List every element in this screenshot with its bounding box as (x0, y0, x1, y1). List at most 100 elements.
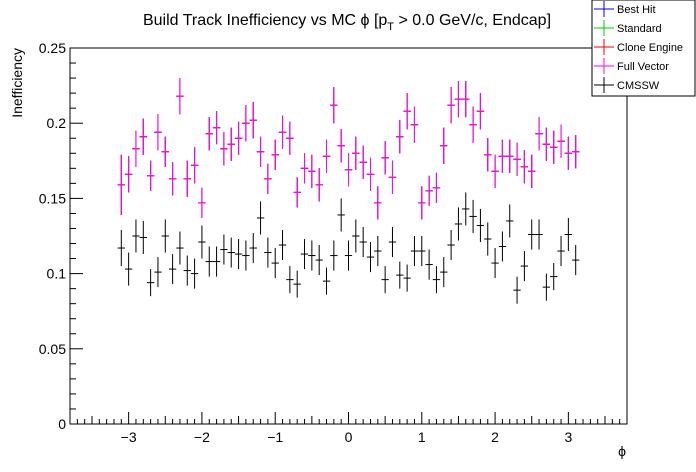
legend-entry: Full Vector (594, 58, 669, 74)
data-point (293, 270, 301, 298)
data-point (418, 236, 426, 267)
data-point (542, 127, 551, 161)
data-point (396, 120, 404, 154)
x-tick-label: 3 (564, 429, 572, 445)
data-point (124, 156, 133, 193)
data-point (256, 136, 265, 167)
data-point (161, 136, 169, 167)
data-point (315, 245, 323, 276)
data-point (447, 87, 455, 124)
error-bars (117, 78, 580, 304)
data-point (520, 251, 529, 282)
data-point (454, 81, 463, 118)
data-point (176, 231, 184, 265)
data-point (300, 153, 309, 184)
data-point (330, 87, 338, 124)
legend-box (591, 0, 696, 97)
data-point (469, 199, 477, 233)
data-point (469, 106, 477, 143)
data-point (286, 266, 294, 294)
data-point (506, 139, 514, 173)
data-point (476, 208, 485, 243)
data-point (381, 266, 389, 294)
data-point (322, 267, 331, 295)
data-point (550, 130, 558, 164)
data-point (190, 258, 199, 289)
data-point (117, 154, 125, 215)
data-point (322, 139, 331, 173)
data-point (264, 237, 272, 268)
data-point (308, 240, 316, 271)
x-tick-label: −2 (194, 429, 210, 445)
data-point (234, 121, 243, 155)
y-tick-label: 0.15 (39, 190, 66, 206)
data-point (432, 172, 441, 203)
data-point (146, 160, 155, 191)
data-point (337, 198, 345, 232)
data-point (161, 219, 169, 253)
data-point (462, 81, 470, 118)
series-full-vector (117, 78, 580, 220)
axis-ticks: −3 −2 −1 0 1 2 3 0 0.05 0.1 0.15 0.2 0.25 (39, 40, 621, 445)
data-point (542, 273, 551, 301)
legend-entry: Clone Engine (594, 39, 683, 55)
data-point (557, 124, 565, 158)
x-tick-label: 0 (345, 429, 353, 445)
y-axis-label: Inefficiency (9, 48, 25, 118)
data-point (484, 222, 492, 256)
data-point (308, 154, 316, 188)
data-point (278, 229, 287, 261)
data-point (198, 225, 206, 259)
data-point (513, 276, 521, 304)
data-point (315, 168, 323, 202)
data-point (388, 160, 397, 194)
data-point (476, 93, 485, 130)
data-point (132, 130, 140, 167)
data-point (506, 204, 514, 238)
data-point (117, 229, 125, 267)
data-point (374, 236, 382, 267)
data-point (176, 78, 184, 115)
data-point (535, 219, 543, 250)
data-point (498, 139, 507, 173)
data-point (168, 254, 177, 285)
series-cmssw (117, 192, 580, 304)
data-point (154, 114, 162, 151)
data-point (132, 219, 140, 253)
data-point (418, 186, 426, 220)
data-point (234, 239, 243, 270)
data-point (564, 217, 573, 252)
chart-title-rest: > 0.0 GeV/c, Endcap] (394, 12, 551, 29)
data-point (462, 192, 470, 226)
data-point (330, 240, 338, 271)
data-point (491, 248, 499, 279)
data-point (183, 255, 191, 286)
data-point (535, 117, 543, 151)
data-point (212, 246, 221, 277)
data-point (498, 231, 507, 262)
y-tick-label: 0.25 (39, 40, 66, 56)
legend-entry: CMSSW (594, 77, 660, 93)
data-point (359, 145, 367, 179)
data-point (227, 237, 235, 268)
legend-label: Full Vector (617, 61, 669, 73)
data-point (205, 117, 213, 151)
data-point (491, 154, 499, 188)
data-point (344, 240, 353, 271)
x-axis-label: ϕ (618, 443, 626, 459)
data-point (124, 252, 133, 286)
data-point (564, 136, 573, 170)
data-point (410, 236, 419, 267)
data-point (374, 186, 382, 220)
data-point (190, 147, 199, 184)
data-point (220, 132, 228, 166)
data-point (198, 187, 206, 218)
data-point (410, 106, 419, 143)
data-point (550, 263, 558, 291)
data-point (352, 136, 360, 170)
data-point (403, 264, 411, 292)
data-point (572, 245, 580, 276)
data-point (249, 232, 257, 264)
data-point (139, 220, 147, 255)
data-point (271, 139, 279, 170)
